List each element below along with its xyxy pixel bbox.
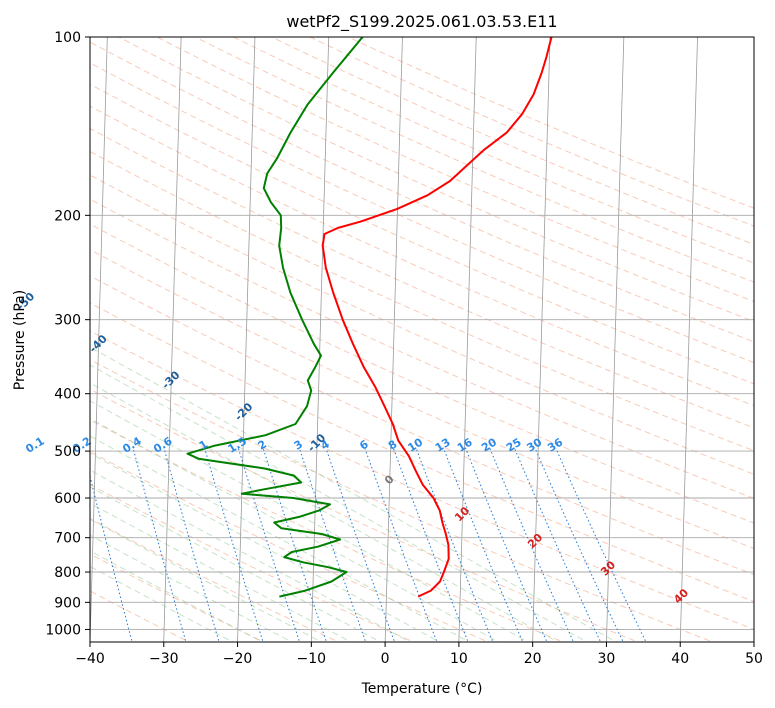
x-tick-label: 30 — [598, 651, 616, 667]
y-tick-label: 300 — [54, 313, 81, 329]
mixing-ratio-line — [204, 448, 264, 642]
x-tick-label: 0 — [381, 651, 390, 667]
isotherm-line — [606, 37, 625, 642]
y-tick-label: 600 — [54, 491, 81, 507]
dry-adiabat — [194, 37, 754, 283]
y-axis-label: Pressure (hPa) — [12, 290, 28, 390]
mixing-ratio-line — [90, 474, 133, 642]
y-axis: 100 200 300 400 500 600 700 800 900 1000 — [45, 30, 90, 638]
y-tick-label: 400 — [54, 387, 81, 403]
moist-adiabat — [90, 452, 441, 642]
moist-adiabat — [90, 550, 264, 642]
moist-adiabat — [90, 400, 530, 642]
y-tick-label: 1000 — [45, 622, 81, 638]
mixing-ratio-line — [489, 448, 575, 642]
profile-lines — [186, 37, 553, 598]
moist-adiabat — [90, 486, 382, 642]
isotherm-line — [163, 37, 182, 642]
dry-adiabat — [90, 150, 754, 452]
isotherm-line — [679, 37, 698, 642]
mixing-ratio-line — [262, 448, 327, 642]
y-tick-label: 100 — [54, 30, 81, 46]
isotherm-line — [458, 37, 477, 642]
x-tick-label: 50 — [745, 651, 763, 667]
isotherm-line — [237, 37, 256, 642]
moist-adiabat — [90, 364, 589, 642]
chart-title: wetPf2_S199.2025.061.03.53.E11 — [286, 12, 557, 32]
dry-adiabat — [90, 302, 754, 603]
y-tick-label: 900 — [54, 595, 81, 611]
dry-adiabat — [117, 37, 754, 323]
mixing-ratio-line — [299, 448, 367, 642]
x-tick-label: −10 — [297, 651, 327, 667]
isotherm-line — [384, 37, 403, 642]
mixing-ratio-line — [132, 448, 187, 642]
isotherm-line — [753, 629, 754, 642]
y-tick-label: 500 — [54, 444, 81, 460]
x-tick-label: −30 — [149, 651, 179, 667]
mixing-ratio-line — [163, 448, 220, 642]
y-tick-label: 700 — [54, 531, 81, 547]
y-tick-label: 800 — [54, 565, 81, 581]
dry-adiabat — [90, 330, 754, 630]
x-tick-label: 20 — [524, 651, 542, 667]
plot-frame — [89, 36, 755, 643]
x-tick-label: 10 — [450, 651, 468, 667]
mixing-ratio-line — [238, 448, 301, 642]
dry-adiabat — [90, 198, 754, 499]
x-tick-label: −40 — [75, 651, 105, 667]
moist-adiabat — [90, 435, 471, 642]
temperature-line — [321, 37, 553, 598]
moist-adiabat — [90, 417, 500, 642]
isotherm-line — [532, 37, 551, 642]
dewpoint-line — [186, 37, 364, 598]
y-tick-label: 200 — [54, 208, 81, 224]
dry-adiabat — [90, 275, 754, 576]
dry-adiabat — [90, 249, 754, 550]
moist-adiabat — [90, 565, 234, 642]
isotherm-line — [90, 37, 108, 642]
dry-adiabat — [90, 223, 754, 524]
mixing-ratio-line — [465, 448, 548, 642]
dry-adiabat — [90, 62, 754, 364]
mixing-ratio-line — [534, 448, 624, 642]
x-axis: −40 −30 −20 −10 0 10 20 30 40 50 — [75, 642, 763, 667]
background-lines — [90, 37, 754, 642]
mixing-ratio-line — [325, 448, 396, 642]
x-tick-label: 40 — [671, 651, 689, 667]
moist-adiabat — [90, 346, 618, 642]
x-tick-label: −20 — [223, 651, 253, 667]
mixing-ratio-line — [555, 448, 647, 642]
x-axis-label: Temperature (°C) — [361, 681, 483, 697]
mixing-ratio-line — [364, 448, 438, 642]
dry-adiabat — [90, 83, 754, 385]
mixing-ratio-label: 0.1 — [23, 434, 46, 455]
